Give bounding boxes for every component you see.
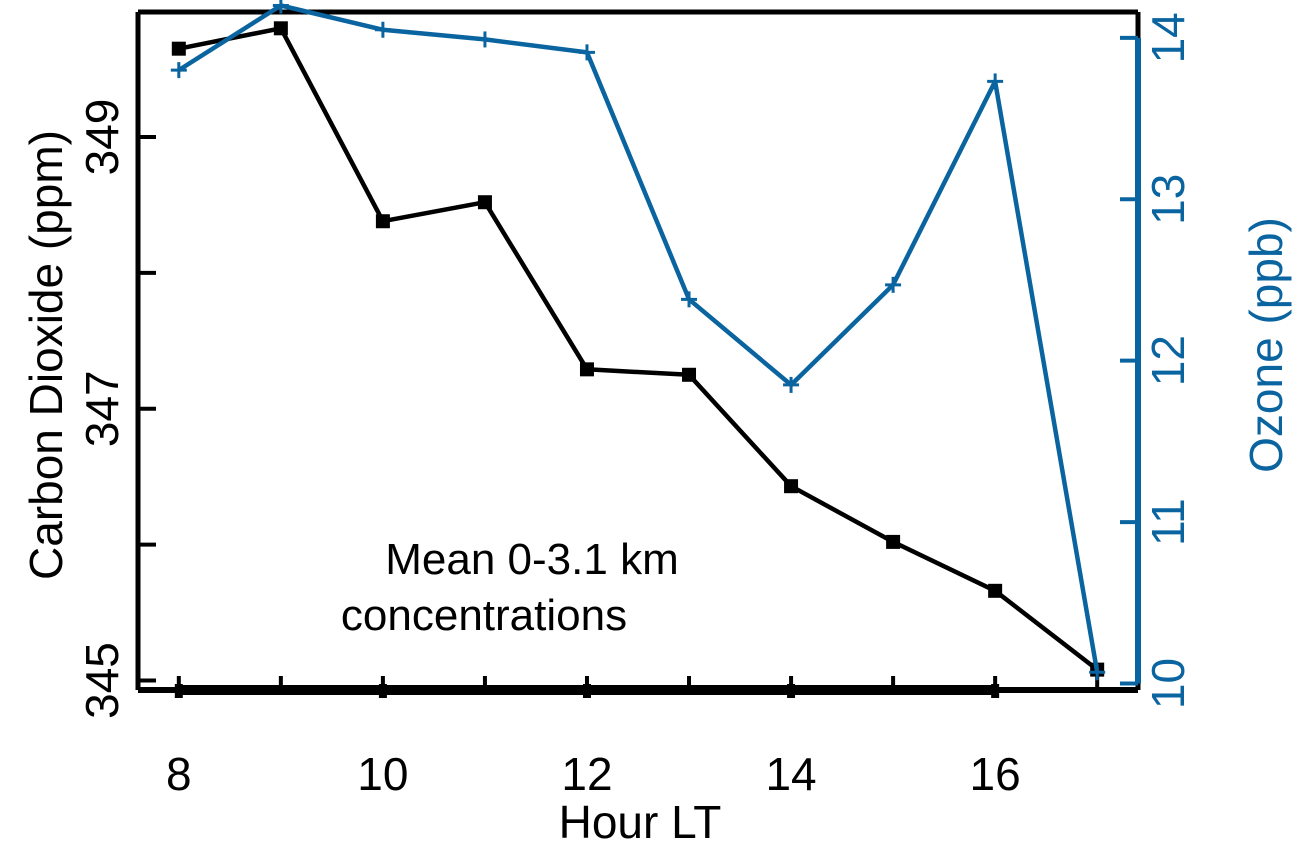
- y2-tick-label-13: 13: [1142, 174, 1194, 225]
- x-axis-ticks: 8 10 12 14 16: [166, 676, 1100, 800]
- ozone-point-9: [272, 0, 289, 14]
- x-tick-label-16: 16: [970, 748, 1021, 800]
- ozone-point-15: [885, 276, 902, 293]
- y2-tick-label-14: 14: [1142, 12, 1194, 63]
- right-y-axis-label: Ozone (ppb): [1240, 217, 1292, 473]
- ozone-point-10: [374, 21, 391, 38]
- y2-tick-label-11: 11: [1142, 498, 1194, 546]
- series-line-co2: [178, 26, 1099, 672]
- right-y-axis-ticks: 10 11 12 13 14: [1120, 12, 1194, 709]
- x-tick-label-8: 8: [166, 748, 192, 800]
- ozone-point-16: [987, 73, 1004, 90]
- annotation-line-1: Mean 0-3.1 km: [385, 535, 678, 584]
- y-tick-label-347: 347: [76, 370, 128, 447]
- co2-point-15: [886, 534, 901, 549]
- ozone-point-8: [170, 62, 187, 79]
- co2-point-14: [784, 479, 799, 494]
- left-y-axis-label: Carbon Dioxide (ppm): [20, 130, 72, 580]
- x-axis-label: Hour LT: [559, 796, 722, 844]
- x-tick-label-10: 10: [357, 748, 408, 800]
- co2-point-10: [375, 214, 390, 229]
- co2-point-13: [682, 367, 697, 382]
- annotation-line-2: concentrations: [341, 591, 627, 640]
- y2-tick-label-10: 10: [1142, 658, 1194, 709]
- series-layer: [170, 0, 1106, 681]
- series-line-ozone: [177, 3, 1100, 673]
- ozone-point-12: [578, 44, 595, 61]
- y2-tick-label-12: 12: [1142, 335, 1194, 386]
- co2-point-11: [477, 195, 492, 210]
- left-y-axis-ticks: 345 347 349: [76, 99, 156, 719]
- co2-point-8: [171, 41, 186, 56]
- ozone-point-13: [681, 291, 698, 308]
- co2-point-16: [988, 583, 1003, 598]
- ozone-point-11: [476, 31, 493, 48]
- ozone-point-14: [783, 376, 800, 393]
- y-tick-label-345: 345: [76, 642, 128, 719]
- co2-point-12: [579, 362, 594, 377]
- x-tick-label-14: 14: [765, 748, 816, 800]
- x-tick-label-12: 12: [561, 748, 612, 800]
- ozone-point-17: [1089, 664, 1106, 681]
- y-tick-label-349: 349: [76, 99, 128, 176]
- co2-point-9: [273, 21, 288, 36]
